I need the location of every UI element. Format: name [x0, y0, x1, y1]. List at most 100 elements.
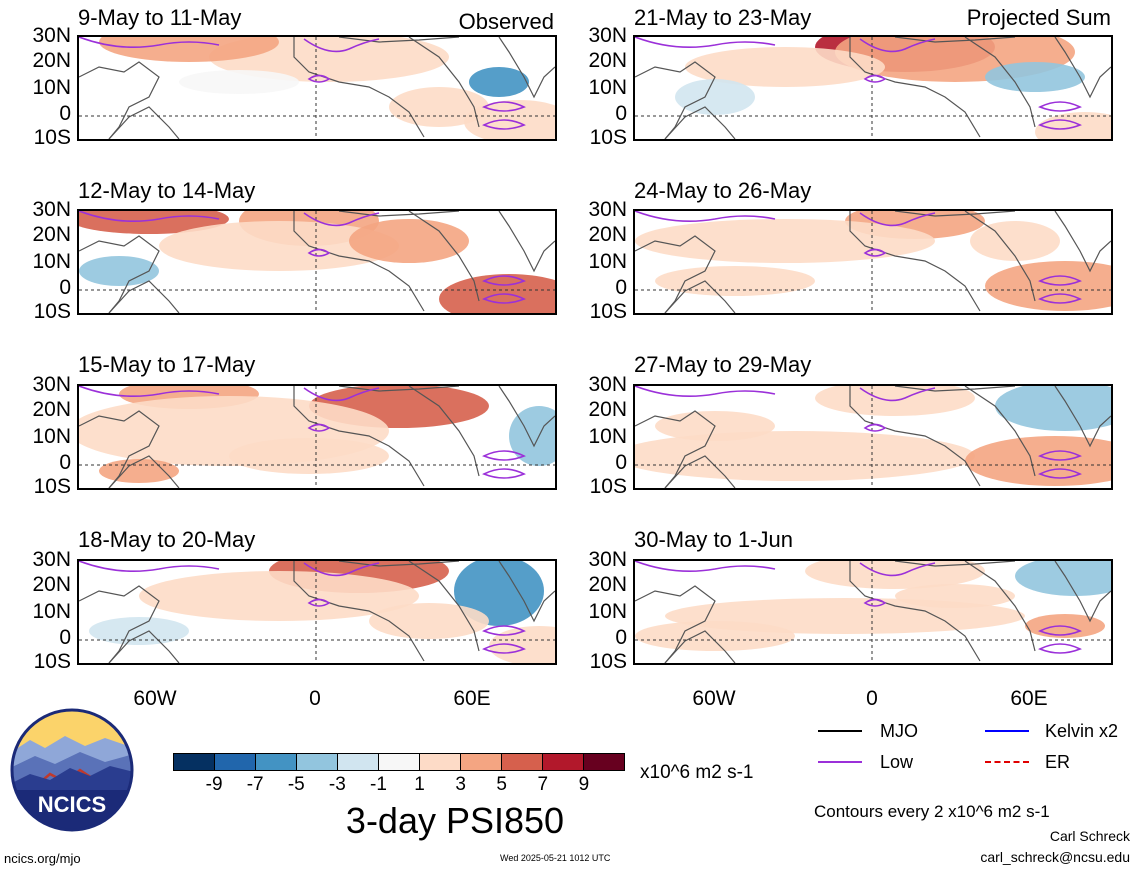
colorbar-swatch: [379, 754, 420, 770]
lon-label-right-0: 0: [866, 687, 878, 710]
lon-label-right-60e: 60E: [1010, 687, 1048, 710]
lat-label: 20N: [32, 573, 71, 596]
lat-label: 0: [615, 451, 627, 474]
coastline: [338, 37, 460, 43]
low-contour: [303, 38, 380, 53]
map-field: [79, 561, 555, 663]
low-contour: [635, 561, 776, 573]
anomaly-shading: [99, 37, 279, 62]
lon-label-left-0: 0: [309, 687, 321, 710]
low-contour: [635, 386, 776, 398]
lat-label: 20N: [32, 49, 71, 72]
anomaly-shading: [685, 47, 885, 87]
coastline: [293, 386, 425, 487]
lat-label: 10S: [33, 475, 71, 498]
low-contour: [79, 37, 220, 49]
legend-er-label: ER: [1045, 752, 1071, 772]
lat-label: 30N: [32, 548, 71, 571]
coastline: [79, 410, 160, 488]
coastline: [338, 211, 460, 217]
lat-label: 30N: [32, 198, 71, 221]
legend-kelvin-label: Kelvin x2: [1045, 721, 1119, 741]
coastline: [664, 106, 736, 139]
map-panel-7: [633, 384, 1113, 490]
lat-label: 0: [615, 276, 627, 299]
lat-label: 10N: [588, 425, 627, 448]
lon-label-left-60w: 60W: [133, 687, 177, 710]
colorbar-swatch: [543, 754, 584, 770]
coastline: [108, 280, 180, 313]
colorbar-tick: -3: [328, 774, 346, 795]
lat-label: 10N: [32, 425, 71, 448]
anomaly-shading: [1015, 561, 1111, 596]
colorbar-swatch: [297, 754, 338, 770]
coastline: [108, 106, 180, 139]
map-field: [635, 386, 1111, 488]
panel-title: 15-May to 17-May: [78, 352, 256, 377]
coastline: [498, 561, 555, 623]
panel-title: 9-May to 11-May: [78, 5, 242, 30]
low-contour: [635, 211, 776, 223]
lat-label: 10S: [589, 650, 627, 673]
legend-kelvin-line: [985, 730, 1029, 732]
coastline: [338, 561, 460, 567]
map-field: [79, 37, 555, 139]
lat-label: 10N: [32, 76, 71, 99]
panel-title: 18-May to 20-May: [78, 527, 256, 552]
colorbar-tick: -7: [246, 774, 264, 795]
low-contour: [482, 468, 526, 479]
lat-label: 30N: [32, 24, 71, 47]
coastline: [894, 561, 1016, 567]
colorbar-swatch: [215, 754, 256, 770]
author-name: Carl Schreck: [1049, 828, 1130, 844]
coastline: [635, 410, 716, 488]
anomaly-shading: [635, 621, 795, 651]
anomaly-shading: [439, 274, 555, 313]
coastline: [664, 280, 736, 313]
lat-label: 10N: [588, 600, 627, 623]
site-link[interactable]: ncics.org/mjo: [4, 851, 81, 866]
low-contour: [1038, 450, 1082, 461]
low-contour: [482, 275, 526, 286]
coastline: [1054, 561, 1111, 623]
low-contour: [482, 119, 526, 130]
low-contour: [307, 423, 331, 432]
anomaly-shading: [970, 221, 1060, 261]
colorbar-tick: -9: [205, 774, 223, 795]
legend-er-line: [985, 761, 1029, 763]
colorbar-tick: 1: [414, 774, 425, 795]
coastline: [849, 386, 981, 487]
lat-label: 30N: [588, 24, 627, 47]
anomaly-shading: [99, 459, 179, 483]
map-field: [79, 386, 555, 488]
coastline: [894, 386, 1016, 392]
lat-label: 10S: [33, 300, 71, 323]
panel-label-projected: Projected Sum: [966, 5, 1111, 30]
panel-title: 27-May to 29-May: [634, 352, 812, 377]
lat-label: 20N: [588, 49, 627, 72]
coastline: [498, 386, 555, 448]
anomaly-shading: [985, 62, 1085, 92]
anomaly-shading: [635, 431, 975, 481]
low-contour: [482, 643, 526, 654]
coastline: [108, 630, 180, 663]
coastline: [664, 630, 736, 663]
anomaly-shading: [985, 261, 1111, 311]
coastline: [1054, 37, 1111, 99]
colorbar-tick: -1: [370, 774, 387, 795]
low-contour: [303, 562, 380, 577]
colorbar-tick: 7: [537, 774, 549, 795]
anomaly-shading: [995, 386, 1111, 431]
map-panel-8: [633, 559, 1113, 665]
coastline: [293, 37, 425, 138]
low-contour: [635, 37, 776, 49]
coastline: [408, 211, 480, 302]
anomaly-shading: [675, 79, 755, 115]
low-contour: [303, 387, 380, 402]
map-field: [79, 211, 555, 313]
coastline: [1054, 386, 1111, 448]
low-contour: [307, 598, 331, 607]
lat-label: 0: [59, 451, 71, 474]
coastline: [293, 211, 425, 312]
low-contour: [482, 101, 526, 112]
